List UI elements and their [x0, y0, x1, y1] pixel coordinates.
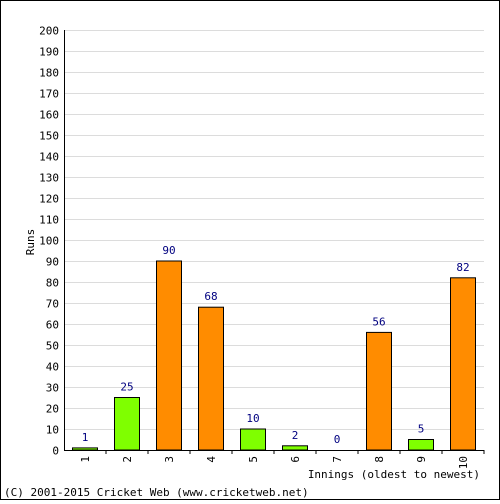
y-axis-title: Runs — [24, 229, 37, 256]
x-tick-labels: 1 2 3 4 5 6 7 8 9 10 — [79, 456, 470, 470]
y-tick-label: 70 — [46, 298, 59, 311]
x-tick-label: 7 — [331, 456, 344, 463]
y-tick-label: 10 — [46, 424, 59, 437]
y-tick-label: 110 — [39, 214, 59, 227]
y-tick-label: 60 — [46, 319, 59, 332]
bar — [450, 277, 476, 451]
data-label: 0 — [334, 433, 341, 446]
data-labels: 1 25 90 68 10 2 0 56 5 82 — [82, 244, 470, 446]
y-tick-label: 200 — [39, 25, 59, 38]
y-tick-labels: 0 10 20 30 40 50 60 70 80 90 100 110 120 130 140 150 160… — [39, 25, 59, 458]
y-tick-label: 150 — [39, 130, 59, 143]
x-axis-title: Innings (oldest to newest) — [308, 468, 480, 481]
y-tick-label: 140 — [39, 151, 59, 164]
y-tick-label: 90 — [46, 256, 59, 269]
y-tick-label: 100 — [39, 235, 59, 248]
y-tick-label: 180 — [39, 67, 59, 80]
x-tick-label: 5 — [247, 456, 260, 463]
y-tick-label: 20 — [46, 403, 59, 416]
y-tick-label: 120 — [39, 193, 59, 206]
bar — [198, 306, 224, 451]
x-tick-label: 2 — [121, 456, 134, 463]
y-tick-label: 40 — [46, 361, 59, 374]
x-tick-label: 4 — [205, 456, 218, 463]
data-label: 56 — [372, 315, 385, 328]
bar — [408, 439, 434, 451]
data-label: 82 — [456, 261, 469, 274]
bar — [282, 445, 308, 451]
bar — [114, 397, 140, 451]
x-tick-label: 10 — [457, 456, 470, 469]
data-label: 90 — [162, 244, 175, 257]
bar — [240, 428, 266, 451]
y-tick-label: 80 — [46, 277, 59, 290]
x-tick-label: 3 — [163, 456, 176, 463]
x-tick-label: 8 — [373, 456, 386, 463]
y-tick-label: 190 — [39, 46, 59, 59]
data-label: 10 — [246, 412, 259, 425]
y-tick-label: 50 — [46, 340, 59, 353]
data-label: 68 — [204, 290, 217, 303]
y-tick-label: 160 — [39, 109, 59, 122]
y-tick-label: 130 — [39, 172, 59, 185]
x-tick-label: 6 — [289, 456, 302, 463]
y-tick-label: 0 — [52, 445, 59, 458]
data-label: 5 — [418, 423, 425, 436]
data-label: 1 — [82, 431, 89, 444]
x-tick-label: 9 — [415, 456, 428, 463]
bar — [156, 260, 182, 451]
bar — [72, 447, 98, 451]
data-label: 2 — [292, 429, 299, 442]
gridlines — [64, 30, 484, 430]
bar — [366, 331, 392, 451]
y-tick-label: 170 — [39, 88, 59, 101]
data-label: 25 — [120, 381, 133, 394]
y-tick-label: 30 — [46, 382, 59, 395]
copyright-text: (C) 2001-2015 Cricket Web (www.cricketwe… — [4, 486, 309, 499]
x-tick-label: 1 — [79, 456, 92, 463]
axes — [64, 30, 485, 454]
